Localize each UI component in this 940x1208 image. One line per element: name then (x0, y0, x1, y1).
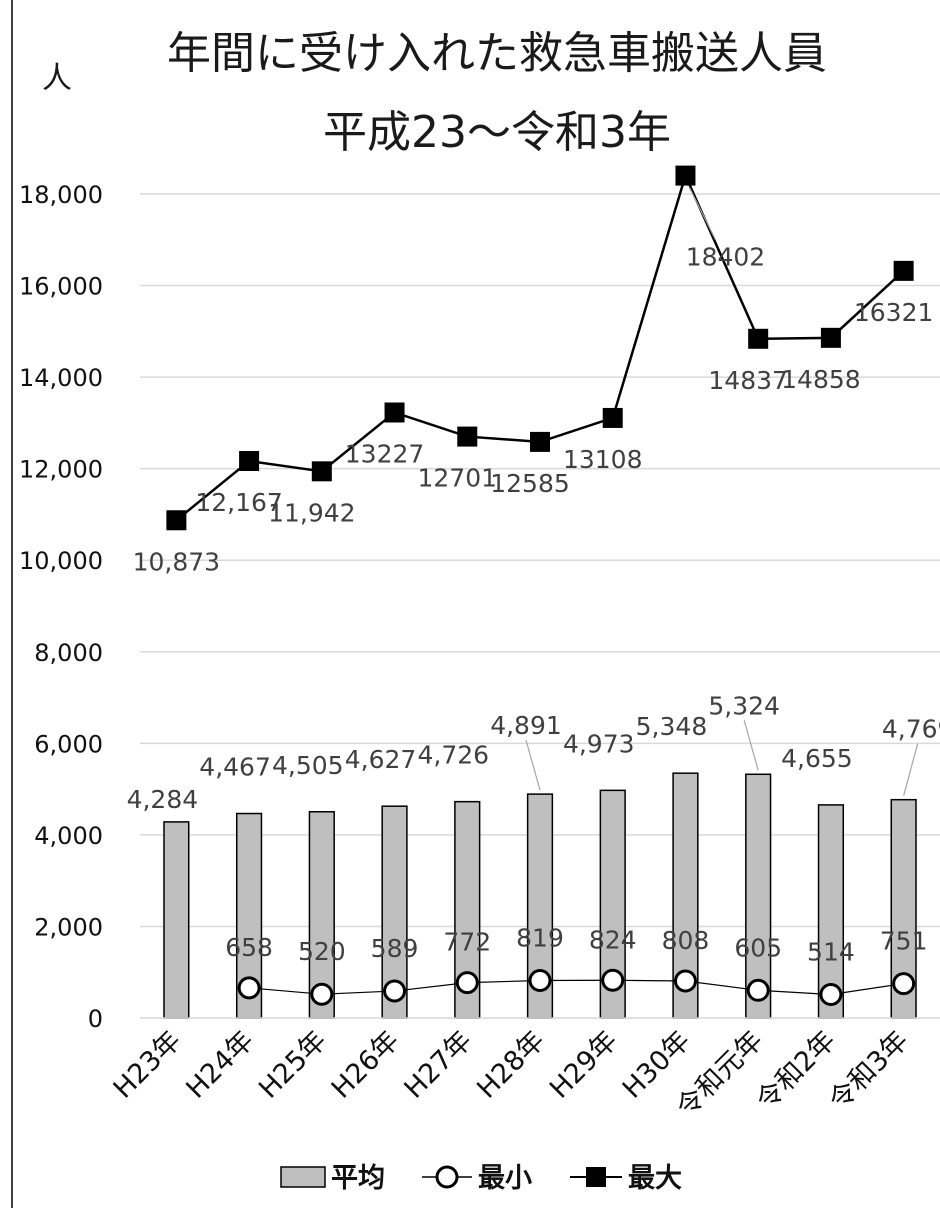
data-label-min: 824 (589, 925, 637, 954)
data-label-min: 751 (880, 927, 928, 956)
marker-min (673, 969, 697, 993)
data-label-mean: 4,467 (199, 753, 271, 782)
marker-min (601, 968, 625, 992)
gridlines (140, 193, 940, 928)
data-label-min: 819 (516, 924, 564, 953)
data-label-max: 12,167 (195, 488, 282, 517)
marker-max (820, 327, 841, 348)
marker-max (748, 328, 769, 349)
data-label-max: 10,873 (133, 547, 220, 576)
data-label-mean: 4,655 (781, 744, 853, 773)
marker-min (455, 971, 479, 995)
legend-label-max: 最大 (628, 1163, 682, 1194)
marker-max (893, 260, 914, 281)
leader-line (525, 739, 541, 791)
legend-marker-max (586, 1167, 606, 1187)
marker-min (310, 982, 334, 1006)
data-label-max: 16321 (854, 298, 934, 327)
y-tick-label: 10,000 (19, 547, 103, 575)
data-label-max: 12701 (418, 464, 498, 493)
data-label-max: 18402 (686, 243, 766, 272)
y-axis-unit-label: 人 (42, 61, 72, 96)
data-label-max: 14837 (708, 366, 788, 395)
data-label-mean: 4,627 (345, 745, 417, 774)
marker-max (457, 426, 478, 447)
marker-min (237, 976, 261, 1000)
marker-min (892, 972, 916, 996)
y-tick-label: 16,000 (19, 273, 103, 301)
marker-max (166, 510, 187, 531)
leader-line (688, 187, 716, 240)
legend-marker-min (435, 1165, 459, 1189)
data-label-max: 13227 (345, 439, 425, 468)
data-label-min: 514 (807, 937, 855, 966)
data-label-mean: 4,973 (563, 729, 635, 758)
legend-label-min: 最小 (478, 1163, 532, 1194)
data-label-max: 13108 (563, 445, 643, 474)
data-label-mean: 5,348 (636, 712, 708, 741)
y-tick-label: 0 (88, 1005, 103, 1033)
marker-max (239, 451, 260, 472)
marker-max (384, 402, 405, 423)
y-tick-label: 18,000 (19, 181, 103, 209)
marker-max (530, 431, 550, 452)
legend-label-mean: 平均 (331, 1163, 385, 1194)
data-label-mean: 4,769 (882, 715, 940, 744)
y-tick-label: 14,000 (19, 364, 103, 392)
chart-subtitle: 平成23～令和3年 (323, 107, 671, 158)
data-label-min: 589 (371, 934, 419, 963)
y-tick-label: 12,000 (19, 456, 103, 484)
data-label-mean: 4,284 (127, 785, 199, 814)
data-label-min: 605 (734, 933, 782, 962)
data-label-mean: 4,505 (272, 751, 344, 780)
data-label-min: 772 (443, 928, 491, 957)
legend: 平均 最小 最大 (280, 1163, 682, 1194)
marker-min (819, 982, 843, 1006)
leader-line (743, 720, 759, 771)
data-label-mean: 4,726 (417, 741, 489, 770)
marker-min (746, 978, 770, 1002)
bar-mean (163, 821, 190, 1019)
marker-max (311, 461, 332, 482)
y-tick-label: 2,000 (34, 913, 103, 941)
marker-max (675, 165, 696, 186)
line-min (249, 979, 904, 996)
y-tick-label: 8,000 (34, 639, 103, 667)
data-label-min: 520 (298, 937, 346, 966)
marker-min (528, 969, 552, 993)
data-label-max: 11,942 (268, 498, 355, 527)
chart-title: 年間に受け入れた救急車搬送人員 (167, 28, 827, 79)
data-label-min: 808 (662, 926, 710, 955)
data-label-max: 12585 (490, 469, 570, 498)
marker-max (602, 407, 623, 428)
marker-min (383, 979, 407, 1003)
bar-mean (745, 773, 772, 1019)
y-tick-label: 4,000 (34, 822, 103, 850)
data-label-mean: 5,324 (708, 691, 780, 720)
bar-mean (817, 804, 845, 1019)
legend-swatch-mean (280, 1166, 326, 1188)
data-label-max: 14858 (781, 365, 861, 394)
data-label-min: 658 (225, 933, 273, 962)
line-series (166, 165, 916, 1006)
data-label-mean: 4,891 (490, 711, 562, 740)
y-tick-label: 6,000 (34, 730, 103, 758)
leader-line (903, 743, 919, 796)
